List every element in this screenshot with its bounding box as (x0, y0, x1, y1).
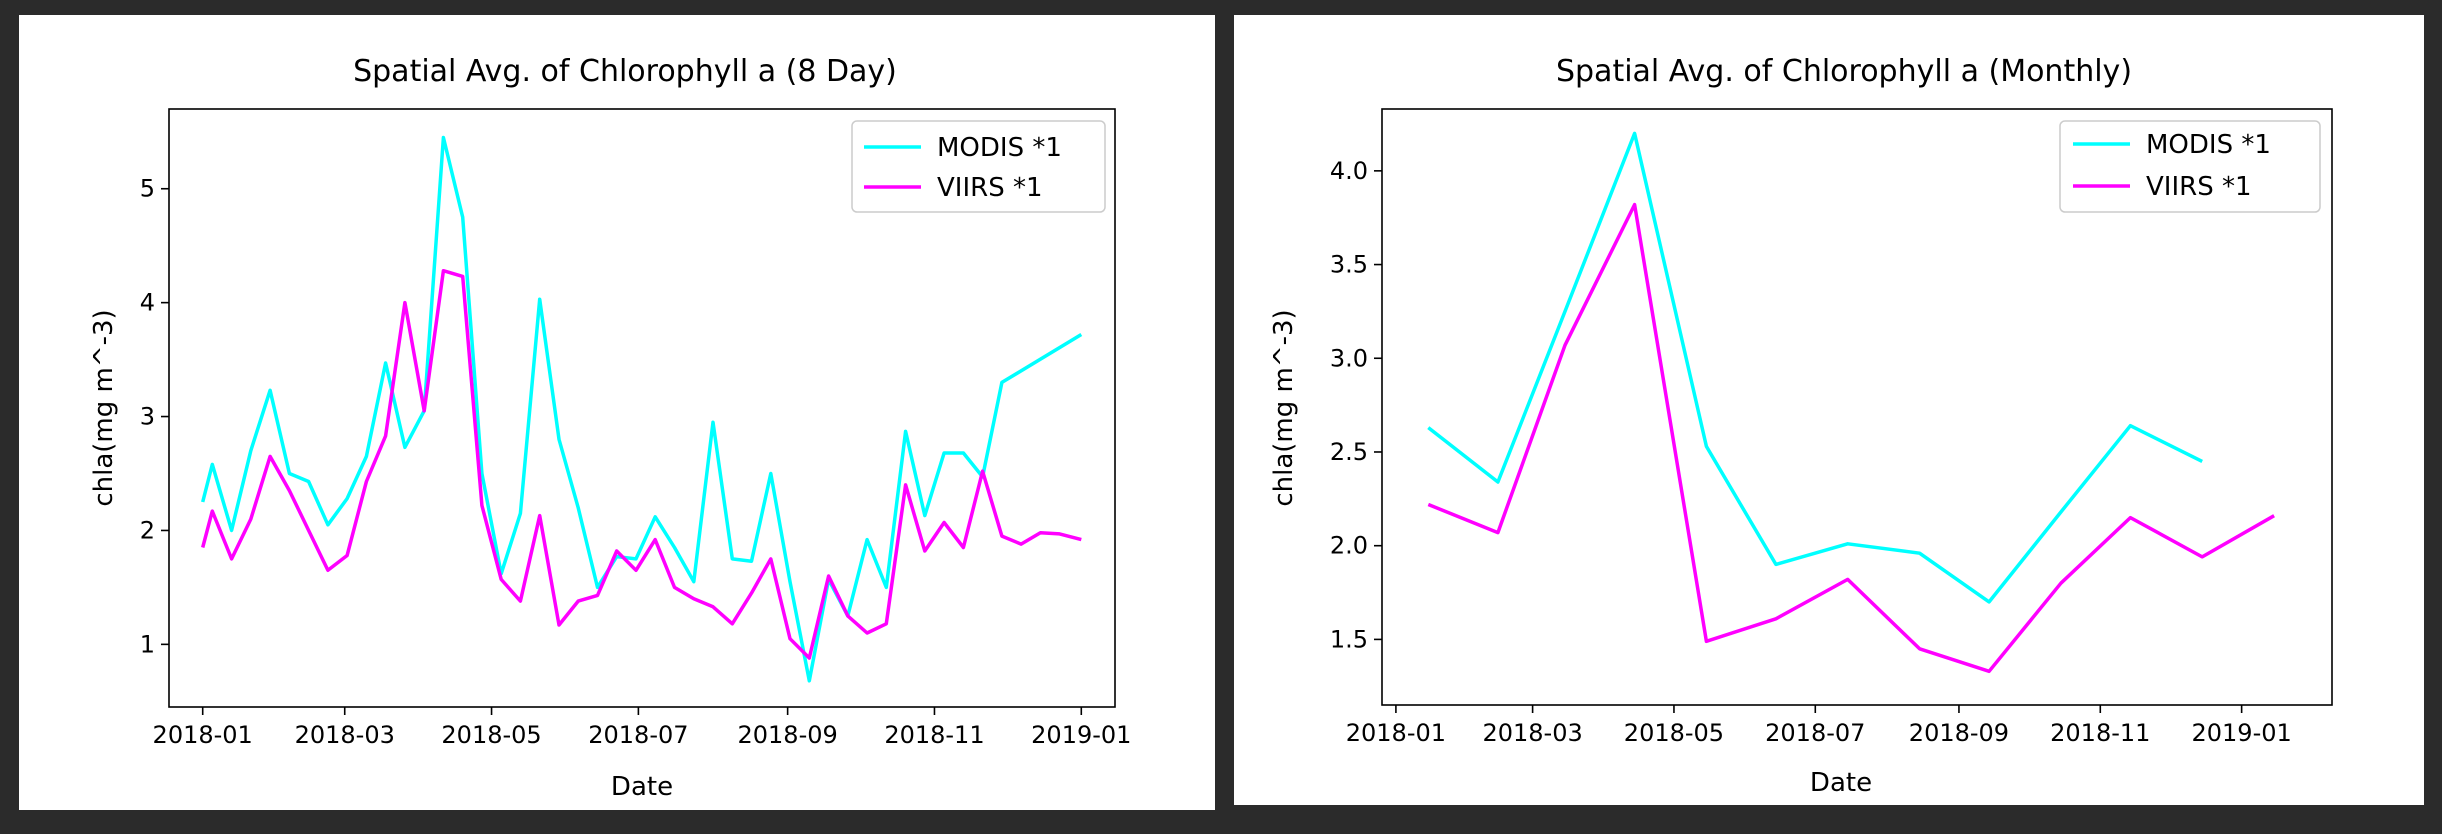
y-tick-label: 3 (140, 403, 155, 431)
y-tick-label: 5 (140, 175, 155, 203)
y-axis-label: chla(mg m^-3) (89, 309, 119, 506)
y-tick-label: 2 (140, 516, 155, 544)
x-axis-label: Date (1810, 768, 1872, 798)
y-tick-label: 4 (140, 289, 155, 317)
legend: MODIS *1 VIIRS *1 (851, 120, 1106, 213)
x-tick-label: 2018-11 (2050, 719, 2150, 747)
chart-title: Spatial Avg. of Chlorophyll a (Monthly) (1556, 54, 2132, 89)
legend-label-modis: MODIS *1 (2146, 130, 2271, 160)
legend-label-viirs: VIIRS *1 (2146, 172, 2252, 202)
chart-8day: Spatial Avg. of Chlorophyll a (8 Day) 20… (89, 54, 1131, 802)
x-tick-label: 2018-05 (1624, 719, 1724, 747)
x-tick-label: 2018-07 (588, 721, 688, 749)
x-tick-label: 2018-09 (1909, 719, 2009, 747)
x-tick-label: 2018-03 (295, 721, 395, 749)
chart-monthly: Spatial Avg. of Chlorophyll a (Monthly) … (1269, 54, 2333, 798)
series-line-modis-1 (201, 135, 1083, 683)
series-line-viirs-1 (201, 268, 1082, 660)
x-tick-label: 2018-11 (884, 721, 984, 749)
legend-label-modis: MODIS *1 (937, 133, 1062, 163)
y-tick-label: 1.5 (1330, 625, 1368, 653)
x-tick-label: 2018-09 (737, 721, 837, 749)
x-tick-label: 2018-01 (153, 721, 253, 749)
y-tick-label: 1 (140, 630, 155, 658)
plot-frame (1381, 108, 2333, 706)
chart-panel-8day: Spatial Avg. of Chlorophyll a (8 Day) 20… (19, 15, 1215, 810)
y-tick-label: 3.5 (1330, 251, 1368, 279)
x-axis-label: Date (611, 772, 673, 802)
y-tick-label: 2.5 (1330, 438, 1368, 466)
y-tick-label: 4.0 (1330, 157, 1368, 185)
legend: MODIS *1 VIIRS *1 (2059, 120, 2321, 213)
x-tick-label: 2018-07 (1765, 719, 1865, 747)
chart-panel-monthly: Spatial Avg. of Chlorophyll a (Monthly) … (1234, 15, 2424, 805)
y-axis-label: chla(mg m^-3) (1269, 309, 1299, 506)
legend-box (851, 120, 1106, 213)
series-line-modis-1 (1427, 131, 2203, 604)
x-tick-label: 2019-01 (1031, 721, 1131, 749)
legend-label-viirs: VIIRS *1 (937, 173, 1043, 203)
series-line-viirs-1 (1427, 202, 2275, 674)
x-tick-label: 2018-03 (1482, 719, 1582, 747)
y-tick-label: 2.0 (1330, 532, 1368, 560)
x-tick-label: 2018-05 (441, 721, 541, 749)
y-tick-label: 3.0 (1330, 344, 1368, 372)
x-tick-label: 2019-01 (2191, 719, 2291, 747)
plot-frame (168, 108, 1116, 708)
x-tick-label: 2018-01 (1346, 719, 1446, 747)
chart-title: Spatial Avg. of Chlorophyll a (8 Day) (353, 54, 897, 89)
